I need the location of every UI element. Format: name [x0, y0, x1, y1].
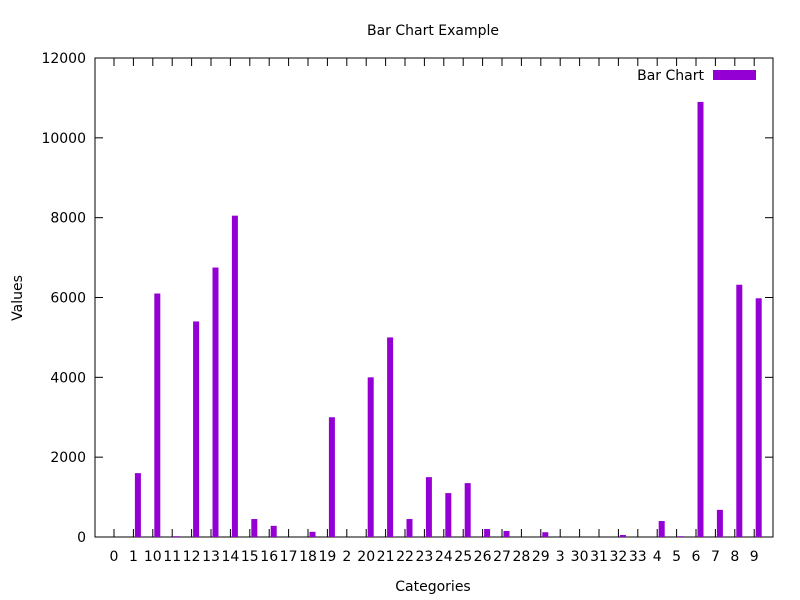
legend-swatch [713, 70, 756, 80]
x-tick-label: 14 [221, 549, 239, 565]
y-tick-label: 0 [77, 530, 86, 546]
bar [542, 532, 549, 537]
x-tick-label: 23 [415, 549, 433, 565]
y-tick-label: 4000 [50, 370, 86, 386]
bar [212, 267, 219, 537]
x-tick-label: 13 [202, 549, 220, 565]
x-tick-label: 31 [590, 549, 608, 565]
bar [619, 535, 626, 537]
x-tick-label: 18 [299, 549, 317, 565]
x-tick-label: 25 [454, 549, 472, 565]
bar [716, 509, 723, 537]
bar [425, 477, 432, 537]
x-tick-label: 20 [357, 549, 375, 565]
bar [503, 531, 510, 537]
bar [406, 519, 413, 537]
bar [154, 293, 161, 537]
x-tick-label: 21 [377, 549, 395, 565]
bar [736, 284, 743, 537]
y-tick-label: 10000 [41, 131, 86, 147]
x-tick-label: 5 [672, 549, 681, 565]
x-tick-label: 28 [512, 549, 530, 565]
x-tick-label: 4 [653, 549, 662, 565]
bar [484, 529, 491, 537]
x-tick-label: 29 [532, 549, 550, 565]
bar [755, 298, 762, 537]
y-tick-label: 6000 [50, 291, 86, 307]
x-tick-label: 27 [493, 549, 511, 565]
x-tick-label: 3 [556, 549, 565, 565]
x-tick-label: 12 [183, 549, 201, 565]
x-tick-label: 2 [342, 549, 351, 565]
x-tick-label: 11 [163, 549, 181, 565]
x-tick-label: 30 [571, 549, 589, 565]
x-tick-label: 33 [629, 549, 647, 565]
bar [464, 483, 471, 537]
x-axis-label: Categories [395, 579, 470, 595]
x-tick-label: 15 [241, 549, 259, 565]
legend: Bar Chart [637, 68, 756, 84]
x-tick-label: 19 [318, 549, 336, 565]
bar [658, 521, 665, 537]
x-tick-label: 10 [144, 549, 162, 565]
x-tick-label: 6 [692, 549, 701, 565]
x-tick-label: 0 [110, 549, 119, 565]
x-tick-label: 8 [730, 549, 739, 565]
y-axis-label: Values [10, 275, 26, 321]
x-tick-label: 26 [474, 549, 492, 565]
bar [251, 519, 258, 537]
bar [309, 531, 316, 537]
x-tick-label: 7 [711, 549, 720, 565]
bar [173, 536, 180, 537]
bar [193, 321, 200, 537]
chart-title: Bar Chart Example [367, 23, 499, 39]
y-tick-label: 12000 [41, 51, 86, 67]
bar [387, 337, 394, 537]
x-tick-label: 22 [396, 549, 414, 565]
x-tick-label: 1 [129, 549, 138, 565]
x-tick-label: 17 [280, 549, 298, 565]
bar [678, 536, 685, 537]
x-tick-label: 24 [435, 549, 453, 565]
bar [697, 101, 704, 538]
y-tick-label: 2000 [50, 450, 86, 466]
bar [231, 215, 238, 537]
bar [367, 377, 374, 537]
bar [270, 525, 277, 537]
y-tick-label: 8000 [50, 211, 86, 227]
x-tick-label: 16 [260, 549, 278, 565]
x-tick-label: 9 [750, 549, 759, 565]
x-tick-label: 32 [609, 549, 627, 565]
bar [134, 473, 141, 537]
bar [328, 417, 335, 537]
legend-label: Bar Chart [637, 68, 704, 84]
bar [445, 493, 452, 537]
